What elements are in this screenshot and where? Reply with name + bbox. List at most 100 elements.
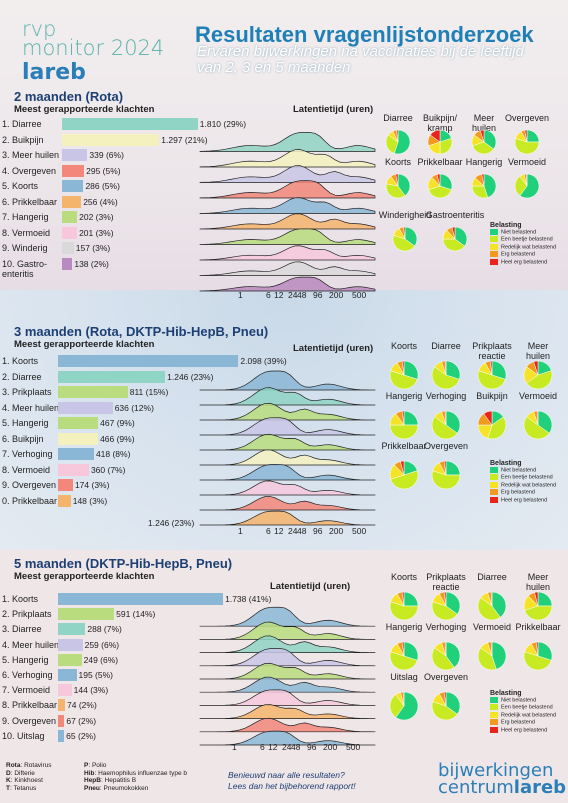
bar-value-label: 286 (5%) — [85, 181, 120, 191]
latency-tick-label: 12 — [274, 526, 284, 536]
pie-label: Uitslag — [390, 672, 418, 682]
legend-item: Heel erg belastend — [490, 258, 556, 266]
pie-label: Prikplaats reactie — [472, 341, 512, 361]
abbreviation-key: P — [84, 762, 89, 769]
legend-title: Belasting — [490, 222, 522, 229]
bar-value-label: 195 (5%) — [78, 670, 114, 680]
pie-chart — [471, 129, 497, 155]
legend-swatch — [490, 697, 498, 703]
bar-value-label: 201 (3%) — [79, 227, 114, 238]
bar-value-label: 256 (4%) — [83, 196, 118, 207]
latency-tick-label: 1 — [238, 526, 243, 536]
pie-chart — [477, 591, 507, 621]
pie-slice — [402, 691, 405, 707]
pie-label: Prikplaats reactie — [426, 572, 466, 592]
bar — [58, 479, 73, 491]
legend-item: Heel erg belastend — [490, 496, 556, 504]
latency-ridgeline-chart — [199, 132, 376, 292]
ridge-series — [199, 480, 376, 496]
legend-swatch — [490, 489, 498, 496]
bar — [62, 118, 198, 130]
pie-label: Overgeven — [423, 441, 469, 451]
brand-line-1: rvp — [22, 17, 57, 41]
pie-slice — [537, 591, 553, 607]
bar — [58, 370, 166, 383]
legend-title: Belasting — [490, 690, 522, 697]
bar-category-label: 4. Overgeven — [2, 165, 57, 176]
pie-slice — [526, 129, 540, 143]
logo-lareb: lareb — [513, 777, 567, 798]
pie-slice — [397, 173, 411, 197]
latency-tick-label: 500 — [346, 742, 361, 752]
abbr-col-1: Rota: Rotavirus D: Difterie K: Kinkhoest T:… — [6, 762, 86, 792]
bar — [62, 164, 85, 177]
pie-slice — [443, 591, 447, 607]
pie-slice — [483, 410, 493, 426]
legend-swatch — [490, 719, 498, 726]
latency-tick-label: 500 — [352, 526, 367, 536]
ridge-series — [199, 635, 376, 653]
pie-slice — [477, 597, 501, 621]
abbreviation-sep: : — [10, 777, 15, 784]
section-title: 2 maanden (Rota) — [14, 89, 124, 104]
legend-swatch — [490, 229, 498, 235]
ridge-series — [199, 245, 376, 261]
pie-label: Diarree — [431, 341, 461, 351]
pie-slice — [396, 129, 399, 143]
legend: Belasting Niet belastend Een beetje belast… — [490, 460, 556, 504]
ridge-series — [199, 464, 376, 481]
section-subtitle: Meest gerapporteerde klachten — [14, 571, 155, 582]
bar-value-label: 288 (7%) — [87, 624, 122, 635]
bar — [62, 180, 84, 192]
pie-label: Koorts — [390, 341, 417, 351]
latency-title: Latentietijd (uren) — [293, 343, 374, 354]
pie-slice — [533, 360, 539, 376]
pie-slice — [431, 470, 461, 490]
legend-item: Een beetje belastend — [490, 474, 556, 481]
pie-slice — [389, 694, 405, 718]
bar-category-label: 5. Hangerig — [2, 654, 49, 665]
ridge-series — [199, 676, 376, 693]
legend-label: Erg belastend — [501, 251, 535, 258]
pie-slice — [444, 641, 447, 657]
pie-label: Gastroenteritis — [425, 210, 485, 220]
ridge-series — [199, 449, 376, 466]
latency-tick-label: 6 — [266, 526, 271, 536]
pie-slice — [537, 641, 553, 661]
ridge-series — [199, 648, 376, 667]
pie-slice — [395, 173, 399, 187]
abbreviation-key: K — [6, 777, 11, 784]
latency-tick-label: 12 — [274, 290, 284, 300]
latency-tick-label: 1 — [238, 290, 243, 300]
bar-value-label: 418 (8%) — [95, 449, 131, 459]
bar-category-label: 6. Verhoging — [2, 670, 53, 680]
abbreviation-key: D — [6, 769, 11, 777]
pie-label: Buikpijn/ kramp — [422, 113, 458, 133]
pie-slice — [444, 410, 447, 426]
ridge-series — [199, 510, 376, 526]
abbreviation: HepB: Hepatitis B — [84, 777, 204, 785]
ridge-series — [199, 276, 376, 292]
pie-slice — [444, 360, 447, 376]
pie-label: Prikkelbaar — [381, 441, 427, 451]
latency-tick-label: 96 — [307, 742, 317, 752]
pie-chart — [389, 410, 419, 440]
legend-item: Erg belastend — [490, 251, 556, 258]
pie-slice — [395, 691, 419, 721]
latency-tick-label: 24 — [288, 526, 298, 536]
pie-label: Vermoeid — [518, 391, 558, 401]
bar-category-label: 1. Diarree — [2, 119, 42, 129]
pie-chart — [523, 410, 553, 440]
legend-item: Niet belastend — [490, 229, 556, 236]
pie-label: Meer huilen — [525, 341, 551, 361]
pie-chart — [431, 410, 461, 440]
section-subtitle: Meest gerapporteerde klachten — [14, 104, 155, 115]
extra-value-label: 1.246 (23%) — [148, 518, 195, 528]
ridge-series — [199, 149, 376, 168]
bar-category-label: 9. Winderig — [2, 243, 48, 253]
legend-label: Niet belastend — [501, 697, 537, 704]
abbreviation: T: Tetanus — [6, 785, 86, 793]
legend-item: Niet belastend — [490, 697, 556, 704]
bar-value-label: 148 (3%) — [72, 495, 108, 506]
pie-slice — [392, 234, 416, 252]
